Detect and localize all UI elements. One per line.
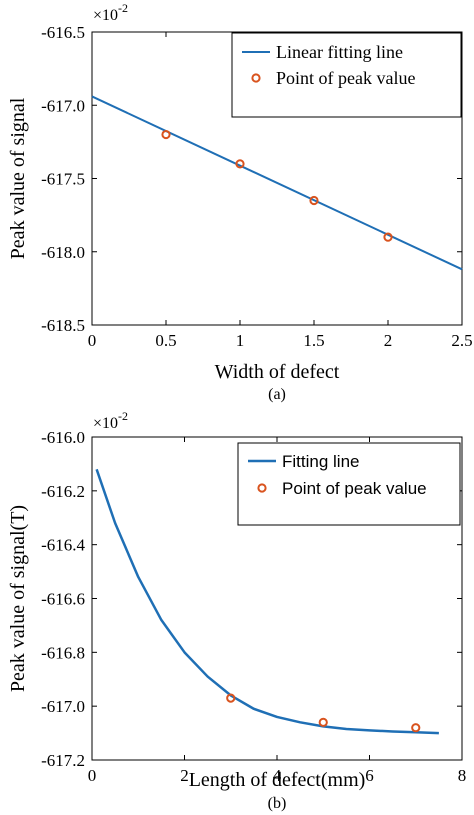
chart-a-legend-entry-points: Point of peak value: [276, 68, 415, 88]
chart-b-panel-label: (b): [268, 795, 287, 812]
x-tick-label: 8: [458, 766, 467, 785]
data-point: [383, 232, 393, 242]
series-line-linear-fitting-line: [91, 95, 463, 271]
chart-b-y-ticks: -616.0 -616.2 -616.4 -616.6 -616.8 -617.0 -617…: [41, 428, 462, 770]
y-tick-label: -618.5: [41, 316, 85, 335]
chart-a-legend-marker-swatch: [251, 73, 261, 83]
chart-b-legend-marker-swatch: [257, 483, 267, 493]
chart-b-legend-entry-line: Fitting line: [282, 452, 359, 471]
y-tick-label: -616.4: [41, 536, 85, 555]
chart-b-y-multiplier: ×10-2: [93, 409, 128, 432]
data-point: [318, 717, 328, 727]
chart-b-legend-entry-points: Point of peak value: [282, 479, 427, 498]
x-tick-label: 1: [236, 331, 245, 350]
x-tick-label: 0: [88, 766, 97, 785]
chart-a-legend: Linear fitting line Point of peak value: [231, 32, 462, 118]
chart-a-x-ticks: 0 0.5 1 1.5 2 2.5: [88, 32, 473, 350]
chart-b-legend: Fitting line Point of peak value: [237, 442, 461, 526]
chart-b-legend-box: [237, 442, 461, 526]
x-tick-label: 6: [365, 766, 374, 785]
data-point: [161, 129, 171, 140]
chart-a-y-ticks: -616.5 -617.0 -617.5 -618.0 -618.5: [41, 23, 462, 335]
y-tick-label: -617.5: [41, 170, 85, 189]
x-tick-label: 2.5: [451, 331, 472, 350]
chart-a-panel-label: (a): [268, 386, 286, 403]
y-tick-label: -617.2: [41, 751, 85, 770]
x-tick-label: 0: [88, 331, 97, 350]
y-tick-label: -618.0: [41, 243, 85, 262]
chart-a: -616.5 -617.0 -617.5 -618.0 -618.5 0 0.5 1 1.5 2…: [7, 1, 473, 403]
chart-b: -616.0 -616.2 -616.4 -616.6 -616.8 -617.0 -617…: [7, 409, 466, 812]
series-line-fitting-line: [95, 468, 439, 735]
chart-a-legend-entry-line: Linear fitting line: [276, 42, 403, 62]
data-point: [235, 159, 245, 169]
x-tick-label: 2: [384, 331, 393, 350]
chart-a-legend-box: [231, 32, 462, 118]
y-tick-label: -616.2: [41, 482, 85, 501]
chart-b-series: [95, 468, 439, 735]
chart-a-x-axis-label: Width of defect: [215, 361, 340, 383]
y-tick-label: -617.0: [41, 96, 85, 115]
y-tick-label: -616.6: [41, 590, 85, 609]
x-tick-label: 0.5: [155, 331, 176, 350]
chart-b-y-axis-label: Peak value of signal(T): [7, 505, 29, 692]
y-tick-label: -616.8: [41, 643, 85, 662]
y-tick-label: -616.0: [41, 428, 85, 447]
chart-b-x-ticks: 0 2 4 6 8: [88, 437, 467, 785]
data-point: [411, 723, 421, 733]
chart-a-y-multiplier: ×10-2: [93, 1, 128, 24]
chart-a-series: [91, 95, 463, 271]
chart-a-y-axis-label: Peak value of signal: [7, 97, 29, 259]
x-tick-label: 1.5: [303, 331, 324, 350]
y-tick-label: -617.0: [41, 697, 85, 716]
data-point: [309, 195, 319, 206]
x-tick-label: 4: [273, 766, 282, 785]
x-tick-label: 2: [180, 766, 189, 785]
y-tick-label: -616.5: [41, 23, 85, 42]
chart-b-x-axis-label: Length of defect(mm): [189, 769, 366, 791]
data-point: [226, 693, 236, 703]
